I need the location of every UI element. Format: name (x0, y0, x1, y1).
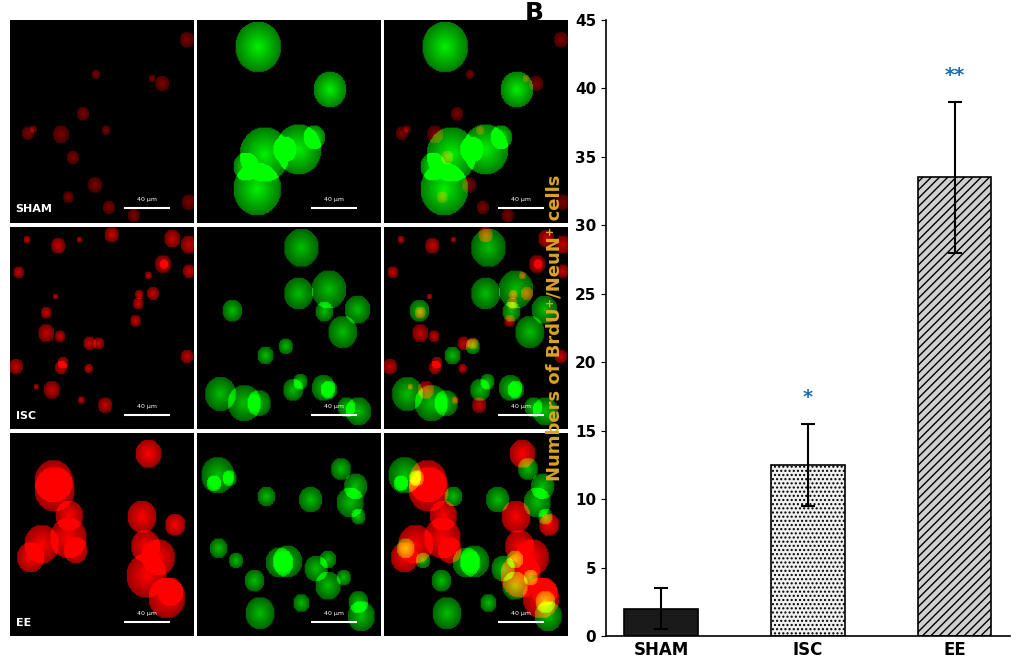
Title: BrdU: BrdU (85, 7, 119, 20)
Text: A: A (10, 20, 30, 44)
Text: SHAM: SHAM (15, 205, 53, 215)
Text: 40 μm: 40 μm (511, 404, 530, 409)
Text: B: B (525, 1, 544, 25)
Text: 40 μm: 40 μm (137, 611, 157, 616)
Text: 40 μm: 40 μm (511, 197, 530, 202)
Text: ISC: ISC (15, 411, 36, 421)
Text: 40 μm: 40 μm (323, 197, 343, 202)
Title: BrdU/NeuN: BrdU/NeuN (437, 7, 514, 20)
Text: 40 μm: 40 μm (323, 404, 343, 409)
Y-axis label: Numbers of BrdU⁺/NeuN⁺ cells: Numbers of BrdU⁺/NeuN⁺ cells (545, 174, 564, 482)
Text: 40 μm: 40 μm (137, 404, 157, 409)
Text: 40 μm: 40 μm (323, 611, 343, 616)
Title: NeuN: NeuN (270, 7, 308, 20)
Bar (770, 465, 844, 636)
Text: 40 μm: 40 μm (137, 197, 157, 202)
Bar (917, 177, 990, 636)
Text: EE: EE (15, 618, 31, 628)
Text: *: * (802, 388, 812, 407)
Text: **: ** (944, 66, 964, 85)
Text: 40 μm: 40 μm (511, 611, 530, 616)
Bar (624, 609, 697, 636)
